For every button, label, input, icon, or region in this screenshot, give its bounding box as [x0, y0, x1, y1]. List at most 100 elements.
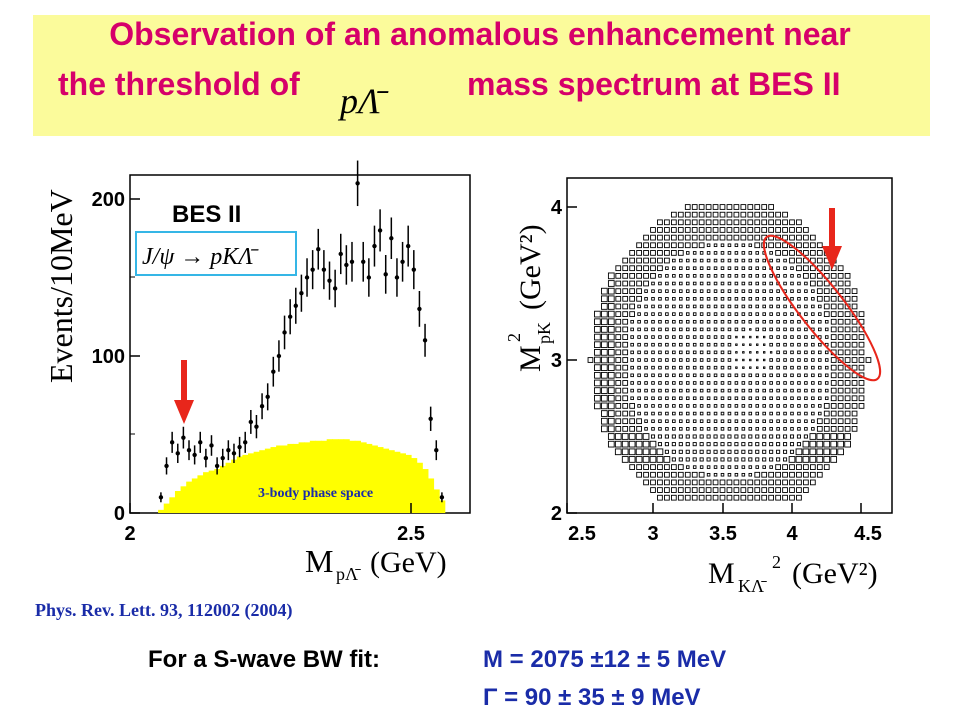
dalitz-box	[823, 440, 831, 448]
dalitz-box	[679, 281, 683, 286]
dalitz-box	[726, 204, 733, 210]
dalitz-box	[790, 411, 794, 416]
dalitz-box	[844, 433, 851, 440]
dalitz-box	[657, 479, 663, 486]
dalitz-box	[748, 373, 753, 378]
dalitz-box	[691, 211, 698, 218]
dalitz-box	[679, 388, 683, 393]
right-xtick-2-5: 2.5	[568, 523, 596, 545]
dalitz-box	[628, 433, 636, 440]
dalitz-box	[637, 365, 641, 370]
dalitz-box	[776, 350, 780, 355]
dalitz-box	[804, 396, 808, 401]
dalitz-box	[803, 242, 809, 249]
dalitz-box	[789, 487, 795, 493]
dalitz-box	[782, 211, 788, 218]
dalitz-box	[614, 433, 622, 440]
left-xlabel: M	[305, 543, 333, 579]
dalitz-box	[705, 494, 712, 501]
dalitz-box	[727, 419, 732, 423]
dalitz-box	[803, 434, 808, 439]
dalitz-box	[734, 266, 739, 270]
dalitz-box	[858, 349, 865, 356]
dalitz-box	[622, 311, 629, 317]
dalitz-box	[622, 349, 629, 356]
dalitz-box	[741, 465, 746, 469]
dalitz-box	[607, 287, 615, 295]
dalitz-box	[818, 411, 822, 416]
dalitz-box	[615, 418, 622, 425]
dalitz-box	[824, 319, 829, 324]
dalitz-box	[783, 449, 788, 454]
dalitz-box	[679, 342, 683, 347]
right-xlabel-sup: 2	[772, 552, 781, 572]
dalitz-box	[733, 479, 740, 486]
dalitz-box	[684, 479, 691, 486]
dalitz-box	[713, 365, 718, 370]
dalitz-box	[775, 227, 781, 233]
dalitz-box	[734, 396, 739, 401]
dalitz-box	[607, 402, 615, 410]
dalitz-box	[727, 427, 732, 431]
dalitz-box	[651, 365, 655, 370]
dalitz-box	[630, 342, 634, 347]
dalitz-box	[672, 266, 676, 270]
dalitz-box	[706, 411, 711, 416]
dalitz-box	[844, 326, 851, 333]
dalitz-box	[811, 358, 815, 362]
dalitz-box	[615, 387, 622, 394]
dalitz-box	[748, 442, 753, 447]
dalitz-box	[672, 396, 676, 401]
dalitz-box	[644, 404, 648, 408]
dalitz-box	[651, 342, 655, 347]
dalitz-box	[607, 440, 615, 448]
dalitz-box	[788, 456, 796, 463]
title-math-p-lambda-bar: pΛ̄	[340, 81, 380, 121]
dalitz-box	[803, 471, 809, 478]
phase-space-bar	[343, 439, 350, 513]
dalitz-box	[672, 365, 676, 370]
dalitz-box	[651, 289, 655, 293]
dalitz-box	[601, 364, 608, 371]
left-ytick-0: 0	[114, 503, 125, 525]
dalitz-box	[644, 373, 648, 378]
dalitz-box	[635, 456, 643, 463]
data-point	[271, 356, 276, 387]
dalitz-box	[684, 204, 691, 210]
data-point	[158, 492, 164, 503]
dalitz-box	[741, 404, 746, 408]
dalitz-box	[615, 288, 622, 295]
dalitz-box	[637, 404, 641, 408]
dalitz-box	[769, 442, 774, 447]
phase-space-bar	[388, 450, 395, 513]
dalitz-box	[664, 219, 670, 226]
dalitz-box	[698, 204, 705, 210]
data-point	[214, 457, 220, 475]
dalitz-box	[769, 342, 773, 347]
dalitz-box	[837, 280, 844, 287]
dalitz-box	[734, 258, 739, 263]
phase-space-label: 3-body phase space	[258, 486, 373, 501]
right-xlabel-sub: KΛ̄	[738, 576, 767, 596]
dalitz-box	[699, 411, 704, 416]
dalitz-box	[637, 312, 641, 316]
dalitz-box	[741, 419, 746, 423]
dalitz-box	[809, 440, 817, 448]
dalitz-box	[761, 494, 768, 501]
data-point	[310, 250, 315, 290]
dalitz-box	[762, 381, 766, 385]
dalitz-box	[844, 418, 851, 425]
dalitz-box	[741, 388, 746, 393]
dalitz-box	[818, 365, 822, 370]
dalitz-box	[775, 211, 781, 218]
dalitz-box	[802, 448, 810, 456]
dalitz-box	[762, 388, 766, 393]
dalitz-box	[755, 304, 760, 309]
dalitz-box	[803, 479, 809, 486]
dalitz-box	[657, 265, 663, 272]
dalitz-box	[684, 227, 691, 233]
dalitz-box	[678, 457, 683, 462]
dalitz-box	[672, 350, 676, 355]
dalitz-box	[776, 434, 781, 439]
dalitz-box	[672, 411, 676, 416]
